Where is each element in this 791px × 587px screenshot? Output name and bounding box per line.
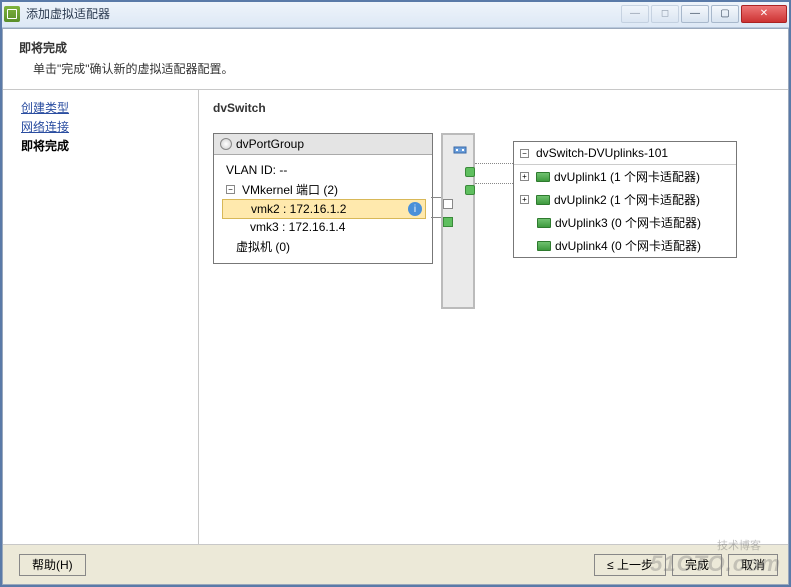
header-subtitle: 单击"完成"确认新的虚拟适配器配置。 [19, 60, 772, 77]
portgroup-icon [220, 138, 232, 150]
wizard-panel: 即将完成 单击"完成"确认新的虚拟适配器配置。 创建类型 网络连接 即将完成 d… [2, 28, 789, 585]
pg-port-icon [443, 199, 453, 209]
pg-port-icon [443, 217, 453, 227]
main-title: dvSwitch [213, 101, 774, 115]
nic-icon [537, 218, 551, 228]
wizard-footer: 帮助(H) ≤ 上一步 完成 取消 [3, 544, 788, 584]
finish-button[interactable]: 完成 [672, 554, 722, 576]
vmk2-label: vmk2 : 172.16.1.2 [251, 202, 346, 216]
sidebar-item-ready: 即将完成 [21, 137, 198, 154]
minimize-button[interactable]: — [621, 5, 649, 23]
switch-bar [441, 133, 475, 309]
vmkernel-header-row[interactable]: − VMkernel 端口 (2) [222, 179, 426, 200]
wizard-header: 即将完成 单击"完成"确认新的虚拟适配器配置。 [3, 29, 788, 90]
sidebar-item-network[interactable]: 网络连接 [21, 118, 198, 135]
uplink-row[interactable]: dvUplink3 (0 个网卡适配器) [514, 211, 736, 234]
info-icon[interactable]: i [408, 202, 422, 216]
uplink1-label: dvUplink1 (1 个网卡适配器) [554, 168, 700, 185]
app-icon [4, 6, 20, 22]
sidebar-item-create-type[interactable]: 创建类型 [21, 99, 198, 116]
wizard-main: dvSwitch dvPortGroup VLAN ID: -- − VMker… [199, 89, 788, 544]
uplinks-title-row[interactable]: − dvSwitch-DVUplinks-101 [514, 142, 736, 165]
uplink-row[interactable]: + dvUplink2 (1 个网卡适配器) [514, 188, 736, 211]
header-title: 即将完成 [19, 39, 772, 56]
portgroup-title: dvPortGroup [236, 137, 304, 151]
uplink-row[interactable]: dvUplink4 (0 个网卡适配器) [514, 234, 736, 257]
vmk-row-selected[interactable]: vmk2 : 172.16.1.2 i [222, 199, 426, 219]
nic-icon [536, 172, 550, 182]
uplinks-box: − dvSwitch-DVUplinks-101 + dvUplink1 (1 … [513, 141, 737, 258]
back-button[interactable]: ≤ 上一步 [594, 554, 666, 576]
maximize-button[interactable]: ▢ [711, 5, 739, 23]
nic-icon [536, 195, 550, 205]
minimize2-button[interactable]: — [681, 5, 709, 23]
collapse-icon[interactable]: − [520, 149, 529, 158]
window-title: 添加虚拟适配器 [26, 5, 621, 22]
cancel-button[interactable]: 取消 [728, 554, 778, 576]
dotted-connector [475, 163, 513, 233]
uplink-port-icon [465, 185, 475, 195]
vm-row: 虚拟机 (0) [222, 236, 426, 257]
close-button[interactable]: ✕ [741, 5, 787, 23]
vmk3-label: vmk3 : 172.16.1.4 [250, 220, 345, 234]
expand-icon[interactable]: + [520, 195, 529, 204]
restore-button[interactable]: ◻ [651, 5, 679, 23]
collapse-icon[interactable]: − [226, 185, 235, 194]
switch-icon [453, 143, 467, 157]
window-titlebar: 添加虚拟适配器 — ◻ — ▢ ✕ [0, 0, 791, 28]
uplink-row[interactable]: + dvUplink1 (1 个网卡适配器) [514, 165, 736, 188]
uplink2-label: dvUplink2 (1 个网卡适配器) [554, 191, 700, 208]
portgroup-box: dvPortGroup VLAN ID: -- − VMkernel 端口 (2… [213, 133, 433, 264]
network-diagram: dvPortGroup VLAN ID: -- − VMkernel 端口 (2… [213, 133, 774, 393]
uplink-port-icon [465, 167, 475, 177]
expand-icon[interactable]: + [520, 172, 529, 181]
portgroup-title-row: dvPortGroup [214, 134, 432, 155]
vm-label: 虚拟机 (0) [236, 238, 290, 255]
vlan-label: VLAN ID: -- [226, 163, 287, 177]
uplink4-label: dvUplink4 (0 个网卡适配器) [555, 237, 701, 254]
uplinks-title: dvSwitch-DVUplinks-101 [536, 146, 668, 160]
uplink3-label: dvUplink3 (0 个网卡适配器) [555, 214, 701, 231]
vmk-row[interactable]: vmk3 : 172.16.1.4 [222, 218, 426, 236]
vlan-row: VLAN ID: -- [222, 161, 426, 179]
nic-icon [537, 241, 551, 251]
wizard-sidebar: 创建类型 网络连接 即将完成 [3, 89, 199, 544]
help-button[interactable]: 帮助(H) [19, 554, 86, 576]
vmkernel-header: VMkernel 端口 (2) [242, 181, 338, 198]
